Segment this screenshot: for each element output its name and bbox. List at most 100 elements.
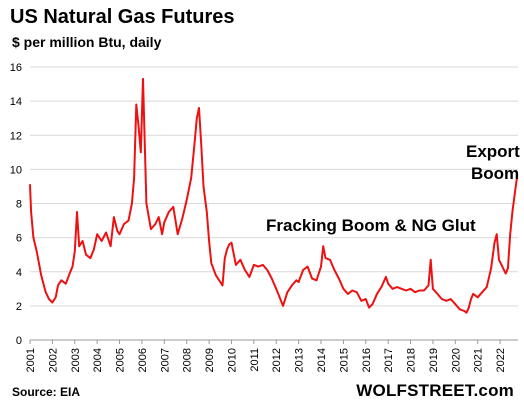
gridlines (30, 66, 518, 341)
data-point (472, 293, 475, 295)
data-point (445, 300, 448, 302)
data-point (127, 219, 130, 222)
data-point (493, 241, 496, 244)
y-tick-label: 8 (16, 199, 22, 211)
data-point (278, 296, 281, 299)
x-tick-label: 2004 (92, 348, 104, 372)
data-point (450, 298, 452, 300)
data-point (423, 289, 425, 292)
x-tick-label: 2016 (361, 348, 373, 372)
data-point (181, 218, 183, 220)
data-point (123, 223, 125, 225)
data-point (235, 264, 237, 266)
data-point (44, 291, 47, 294)
data-point (40, 274, 42, 277)
data-point (140, 151, 142, 154)
data-point (65, 282, 67, 285)
y-tick-label: 4 (16, 267, 22, 279)
data-point (60, 279, 63, 282)
data-point (356, 291, 358, 294)
data-point (490, 267, 492, 270)
data-point (507, 267, 509, 270)
x-tick-label: 2015 (338, 348, 350, 372)
data-point (150, 228, 152, 230)
data-point (485, 286, 488, 288)
x-tick-label: 2012 (271, 348, 283, 372)
data-point (516, 177, 518, 179)
x-tick-label: 2011 (249, 348, 261, 372)
data-point (371, 303, 374, 306)
data-point (116, 230, 119, 232)
data-point (511, 211, 514, 213)
data-point (202, 185, 205, 188)
data-point (342, 288, 345, 290)
data-point (311, 277, 313, 280)
data-point (297, 281, 300, 283)
data-point (347, 293, 349, 295)
data-point (351, 289, 354, 292)
x-tick-label: 2013 (294, 348, 306, 372)
data-point (85, 253, 87, 256)
annotation-export-line2: Boom (471, 164, 520, 183)
data-point (89, 257, 92, 259)
data-point (185, 199, 188, 201)
data-point (282, 305, 284, 307)
data-point (385, 276, 387, 278)
data-point (142, 78, 144, 80)
data-point (133, 177, 135, 179)
data-point (338, 277, 340, 280)
data-point (208, 240, 210, 242)
annotation-export-line1: Export (466, 142, 520, 161)
data-point (145, 202, 148, 205)
data-point (54, 296, 57, 299)
data-point (224, 257, 226, 259)
data-point (427, 284, 430, 287)
data-point (414, 291, 416, 294)
data-point (387, 282, 390, 285)
data-point (93, 248, 95, 251)
y-tick-label: 10 (10, 164, 22, 176)
data-point (257, 265, 260, 268)
data-point (498, 259, 500, 261)
data-point (221, 284, 224, 287)
series-layer (29, 77, 518, 314)
data-point (315, 279, 318, 282)
x-tick-label: 2009 (204, 348, 216, 372)
data-point (35, 250, 38, 253)
data-point (57, 284, 59, 287)
chart-title: US Natural Gas Futures (10, 6, 235, 28)
data-point (118, 233, 121, 235)
data-point (81, 240, 84, 242)
data-point (470, 298, 472, 300)
y-tick-label: 2 (16, 301, 22, 313)
data-point (275, 288, 278, 290)
x-tick-label: 2010 (226, 348, 238, 372)
data-point (459, 308, 461, 311)
data-point (400, 288, 403, 290)
data-point (436, 293, 439, 295)
data-point (168, 211, 170, 213)
x-tick-label: 2017 (383, 348, 395, 372)
data-point (324, 257, 327, 259)
data-point (113, 216, 115, 218)
series-line-0 (29, 77, 518, 314)
data-point (219, 281, 222, 283)
data-point (135, 103, 138, 106)
chart-subtitle: $ per million Btu, daily (12, 34, 162, 50)
data-point (432, 288, 434, 290)
x-tick-label: 2007 (159, 348, 171, 372)
data-point (391, 288, 394, 290)
data-point (210, 262, 213, 265)
data-point (396, 286, 398, 288)
data-point (365, 298, 367, 300)
x-tick-label: 2005 (115, 348, 127, 372)
data-point (244, 269, 246, 271)
data-point (513, 194, 516, 196)
x-tick-label: 2022 (495, 348, 507, 372)
data-point (137, 125, 140, 128)
data-point (69, 271, 72, 273)
data-point (226, 248, 228, 251)
data-point (418, 289, 421, 292)
annotation-fracking: Fracking Boom & NG Glut (266, 216, 476, 235)
